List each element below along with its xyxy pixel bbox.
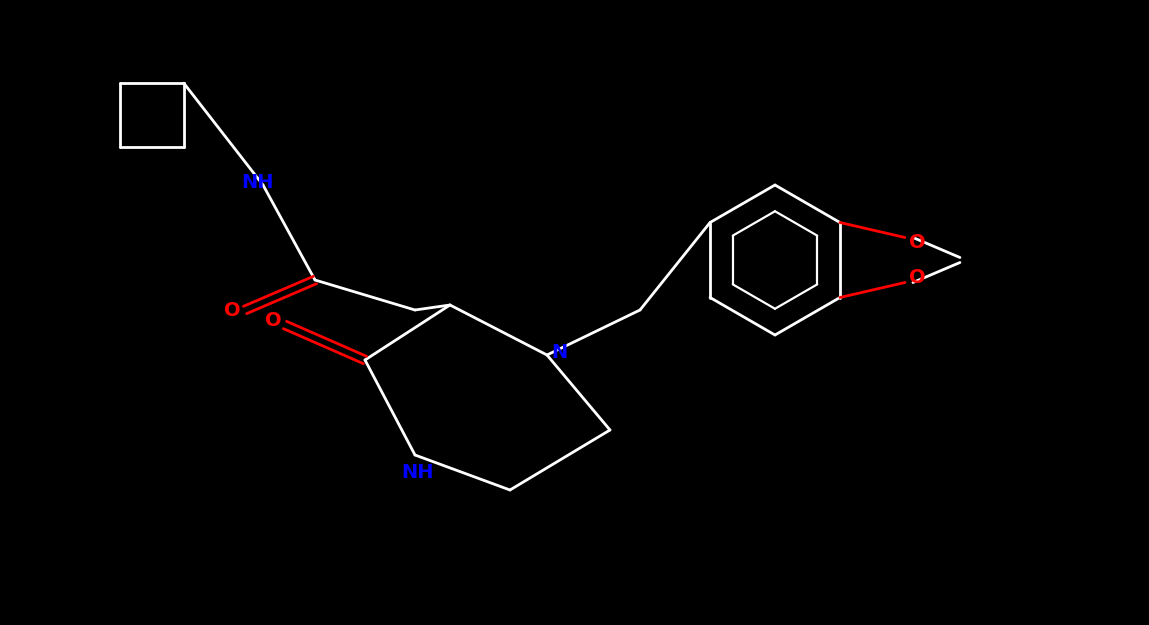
Text: NH: NH [402, 464, 434, 482]
Text: O: O [909, 268, 925, 287]
Text: NH: NH [241, 173, 275, 191]
Text: O: O [224, 301, 240, 319]
Text: N: N [550, 344, 568, 362]
Text: O: O [264, 311, 282, 329]
Text: O: O [909, 233, 925, 252]
